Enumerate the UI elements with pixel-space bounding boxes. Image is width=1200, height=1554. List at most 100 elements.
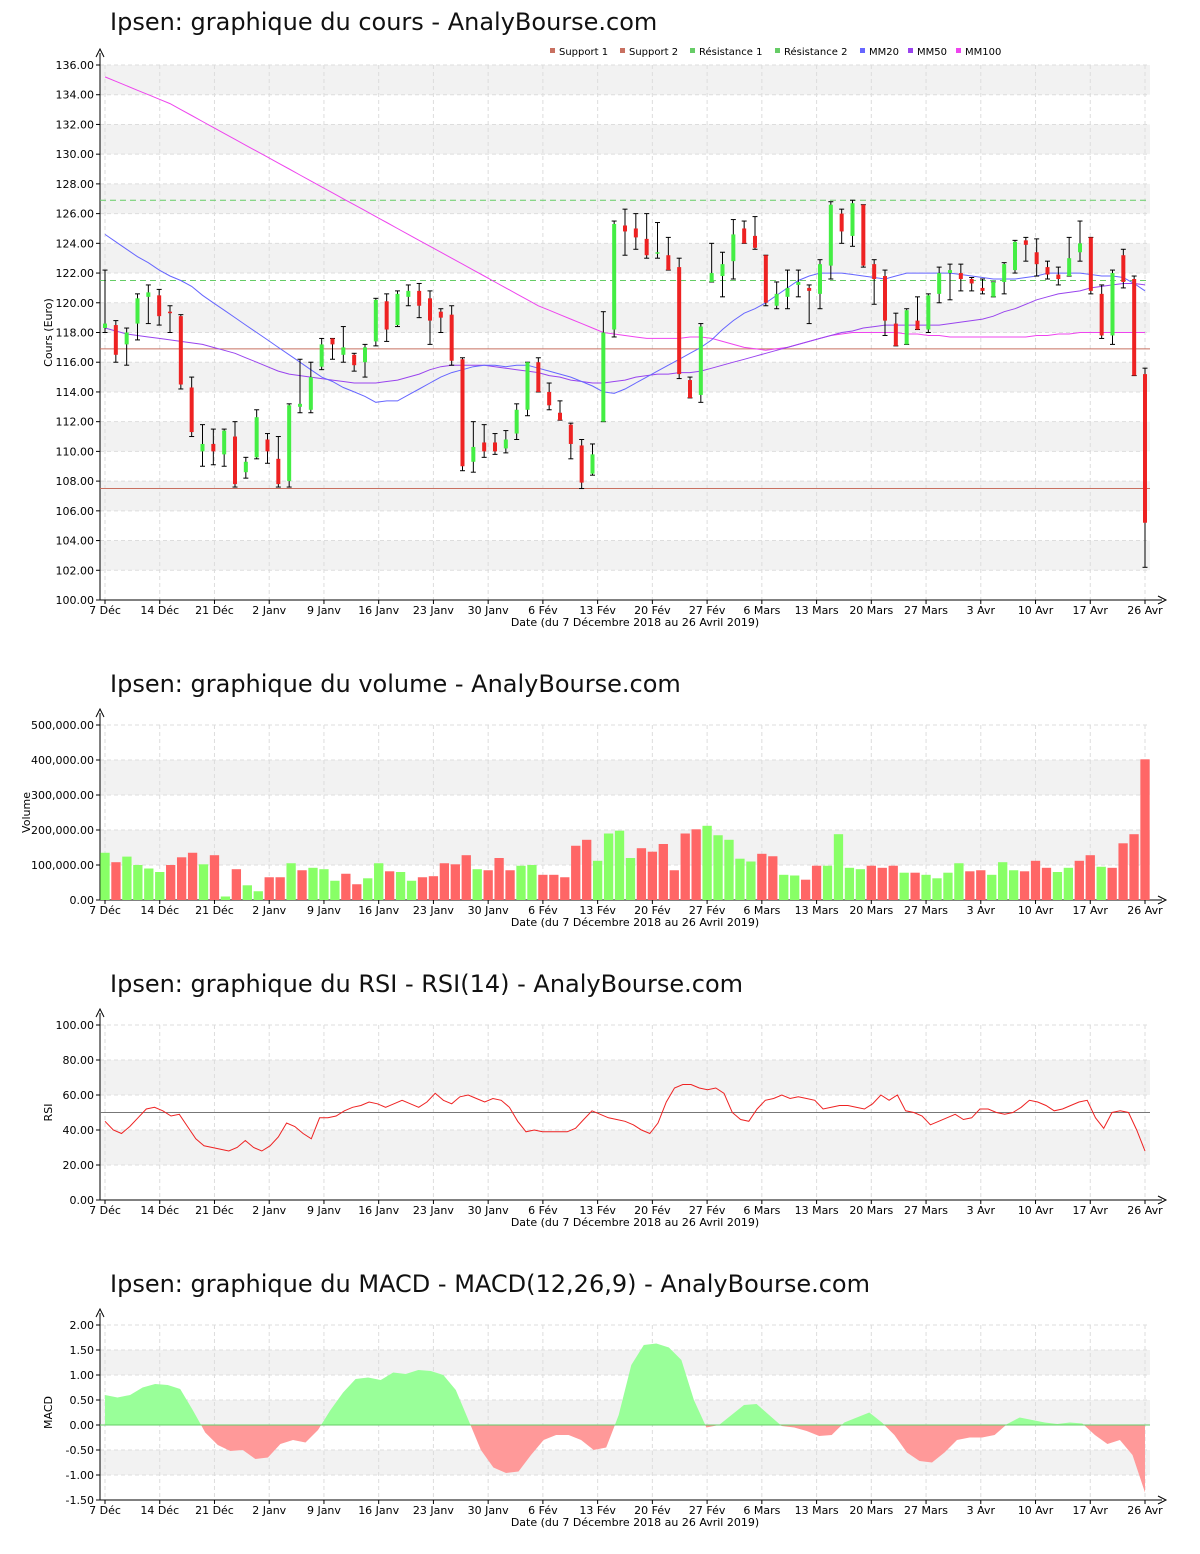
volume-bar [614, 830, 625, 900]
rsi-xtick-label: 13 Fév [579, 1204, 616, 1217]
price-band [100, 421, 1150, 452]
volume-x-arrow [1157, 895, 1168, 905]
volume-bar [450, 864, 460, 900]
candle-body [417, 290, 422, 306]
price-ytick-label: 104.00 [56, 535, 95, 548]
candle-body [1067, 258, 1072, 277]
price-ytick-label: 100.00 [56, 594, 95, 607]
volume-bar [319, 869, 329, 900]
macd-ytick-label: 1.50 [70, 1344, 95, 1357]
volume-bar [1019, 871, 1030, 900]
candle-body [612, 224, 617, 330]
volume-bar [363, 878, 373, 900]
price-ytick-label: 126.00 [56, 208, 95, 221]
price-xtick-label: 3 Avr [967, 604, 996, 617]
price-ytick-label: 130.00 [56, 148, 95, 161]
price-ytick-label: 124.00 [56, 237, 95, 250]
volume-xtick-label: 6 Fév [528, 904, 558, 917]
candle-body [189, 387, 194, 433]
candle-body [1121, 255, 1126, 282]
volume-xtick-label: 13 Fév [579, 904, 616, 917]
rsi-band [100, 1130, 1150, 1165]
price-xtick-label: 9 Janv [307, 604, 341, 617]
volume-bar [472, 869, 482, 900]
rsi-y-label: RSI [42, 1104, 55, 1122]
volume-bar [658, 844, 668, 900]
rsi-y-arrow [95, 1007, 105, 1018]
price-xtick-label: 23 Janv [413, 604, 454, 617]
volume-xtick-label: 3 Avr [967, 904, 996, 917]
price-ytick-label: 122.00 [56, 267, 95, 280]
rsi-xtick-label: 10 Avr [1018, 1204, 1054, 1217]
volume-bar [833, 834, 844, 900]
volume-bar [965, 871, 975, 900]
volume-bar [505, 870, 515, 900]
macd-positive-area [1006, 1417, 1084, 1425]
macd-negative-area [705, 1425, 719, 1428]
volume-bar [822, 865, 833, 900]
volume-bar [286, 863, 296, 900]
volume-bar [790, 875, 800, 900]
volume-ytick-label: 100,000.00 [31, 859, 94, 872]
rsi-ytick-label: 60.00 [63, 1089, 95, 1102]
rsi-x-label: Date (du 7 Décembre 2018 au 26 Avril 201… [511, 1216, 759, 1229]
candle-body [211, 443, 216, 452]
candle-body [807, 287, 812, 291]
price-y-label: Cours (Euro) [42, 298, 55, 367]
macd-xtick-label: 6 Fév [528, 1504, 558, 1517]
volume-bar [417, 877, 428, 900]
volume-bar [855, 869, 866, 900]
volume-bar [943, 872, 953, 900]
candle-body [449, 314, 454, 361]
candle-body [590, 454, 595, 474]
macd-chart: -1.50 -1.00 -0.50 0.00 0.50 1.00 1.50 2.00 7 Déc… [42, 1307, 1168, 1529]
candle-body [818, 264, 822, 294]
volume-bar [1041, 867, 1052, 900]
volume-bar [330, 880, 340, 900]
volume-xtick-label: 27 Mars [904, 904, 948, 917]
candle-body [536, 362, 541, 392]
candle-body [969, 279, 974, 284]
volume-bar [198, 864, 209, 900]
volume-bar [560, 877, 570, 900]
volume-bar [582, 839, 592, 900]
candle-body [872, 264, 877, 279]
candle-body [991, 281, 996, 297]
candle-body [785, 287, 790, 297]
candle-body [438, 311, 443, 318]
legend-swatch [620, 48, 625, 53]
macd-band [100, 1450, 1150, 1475]
candle-body [254, 417, 259, 458]
price-ytick-label: 134.00 [56, 89, 95, 102]
volume-xtick-label: 6 Mars [743, 904, 780, 917]
candle-body [308, 377, 313, 410]
macd-xtick-label: 20 Mars [849, 1504, 893, 1517]
legend-label: MM100 [965, 47, 1001, 58]
volume-bar [669, 870, 679, 900]
macd-negative-area [780, 1425, 842, 1436]
volume-xtick-label: 20 Mars [849, 904, 893, 917]
macd-y-arrow [95, 1307, 105, 1318]
volume-bar [1030, 860, 1041, 900]
volume-bar [111, 862, 121, 900]
macd-ytick-label: -1.00 [66, 1469, 94, 1482]
volume-bar [899, 872, 909, 900]
volume-bar [1063, 867, 1074, 900]
candle-body [948, 270, 952, 274]
price-xtick-label: 26 Avr [1127, 604, 1163, 617]
rsi-chart: 0.00 20.00 40.00 60.00 80.00 100.00 7 Déc 14 Dé… [42, 1007, 1168, 1229]
candle-body [384, 301, 389, 330]
macd-positive-area [105, 1384, 202, 1425]
macd-xtick-label: 3 Avr [967, 1504, 996, 1517]
candle-body [731, 234, 736, 262]
price-ytick-label: 132.00 [56, 118, 95, 131]
rsi-xtick-label: 20 Mars [849, 1204, 893, 1217]
volume-bar [253, 891, 263, 900]
rsi-xtick-label: 17 Avr [1073, 1204, 1109, 1217]
volume-bar [275, 877, 285, 900]
rsi-xtick-label: 27 Mars [904, 1204, 948, 1217]
volume-bar [691, 829, 701, 900]
macd-xtick-label: 17 Avr [1073, 1504, 1109, 1517]
volume-bar [527, 865, 537, 900]
volume-bar [768, 856, 778, 900]
